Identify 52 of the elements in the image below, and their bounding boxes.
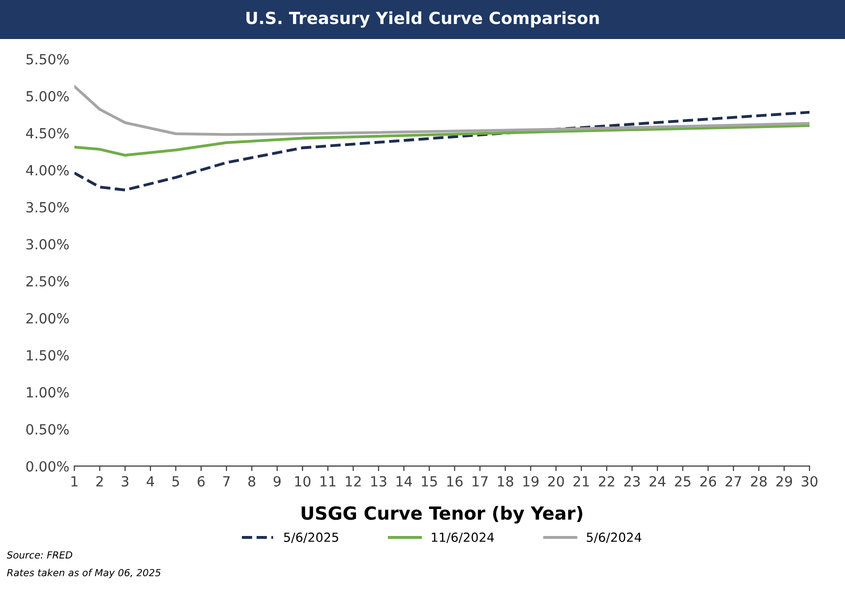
x-tick-label: 7: [223, 476, 230, 486]
x-tick-label: 17: [472, 476, 488, 486]
legend-label: 5/6/2025: [284, 532, 338, 543]
x-tick-label: 12: [346, 476, 361, 486]
x-tick-label: 20: [548, 476, 564, 487]
x-tick-label: 29: [776, 476, 792, 487]
y-tick-label: 3.00%: [26, 239, 69, 250]
line-series: [74, 84, 810, 136]
x-tick-label: 2: [96, 476, 103, 486]
x-tick-label: 3: [122, 476, 128, 487]
x-tick-label: 22: [598, 476, 614, 486]
x-tick-label: 21: [574, 476, 589, 486]
chart-title: U.S. Treasury Yield Curve Comparison: [246, 11, 599, 28]
legend-label: 5/6/2024: [586, 532, 642, 543]
y-tick-label: 5.00%: [26, 90, 69, 102]
x-tick-label: 9: [274, 476, 281, 487]
x-tick-label: 26: [700, 476, 716, 487]
x-tick-label: 30: [802, 476, 818, 487]
y-tick-label: 0.50%: [26, 424, 69, 435]
x-tick-label: 4: [146, 476, 154, 486]
x-tick-label: 23: [624, 476, 640, 487]
y-tick-label: 5.50%: [26, 54, 69, 64]
x-tick-label: 1: [71, 476, 78, 486]
y-tick-label: 2.00%: [26, 313, 69, 324]
x-tick-label: 16: [447, 476, 463, 487]
y-tick-label: 3.50%: [26, 202, 69, 213]
x-tick-label: 11: [320, 476, 336, 486]
source-note: Source: FRED: [6, 551, 72, 559]
x-tick-label: 27: [726, 476, 742, 486]
x-tick-label: 18: [498, 476, 514, 487]
legend-label: 11/6/2024: [432, 532, 494, 543]
x-tick-label: 13: [371, 476, 386, 487]
y-tick-label: 0.00%: [26, 461, 69, 472]
x-tick-label: 28: [750, 476, 767, 487]
x-tick-label: 25: [674, 476, 690, 487]
x-tick-label: 6: [198, 476, 205, 487]
x-tick-label: 19: [523, 476, 539, 487]
text: Rates taken as of May 06, 2025: [7, 568, 161, 578]
y-tick-label: 4.00%: [26, 164, 69, 176]
x-tick-label: 5: [172, 476, 179, 487]
x-tick-label: 10: [295, 476, 310, 487]
x-tick-label: 24: [650, 476, 666, 486]
x-tick-label: 15: [422, 476, 437, 487]
x-axis-title: USGG Curve Tenor (by Year): [302, 506, 582, 524]
y-tick-label: 2.50%: [26, 276, 69, 287]
y-tick-label: 4.50%: [26, 128, 69, 138]
x-tick-label: 14: [396, 476, 412, 486]
x-tick-label: 8: [248, 476, 256, 487]
y-tick-label: 1.50%: [26, 350, 69, 361]
y-tick-label: 1.00%: [26, 387, 69, 398]
line-series: [74, 124, 810, 157]
line-series: [74, 110, 810, 192]
